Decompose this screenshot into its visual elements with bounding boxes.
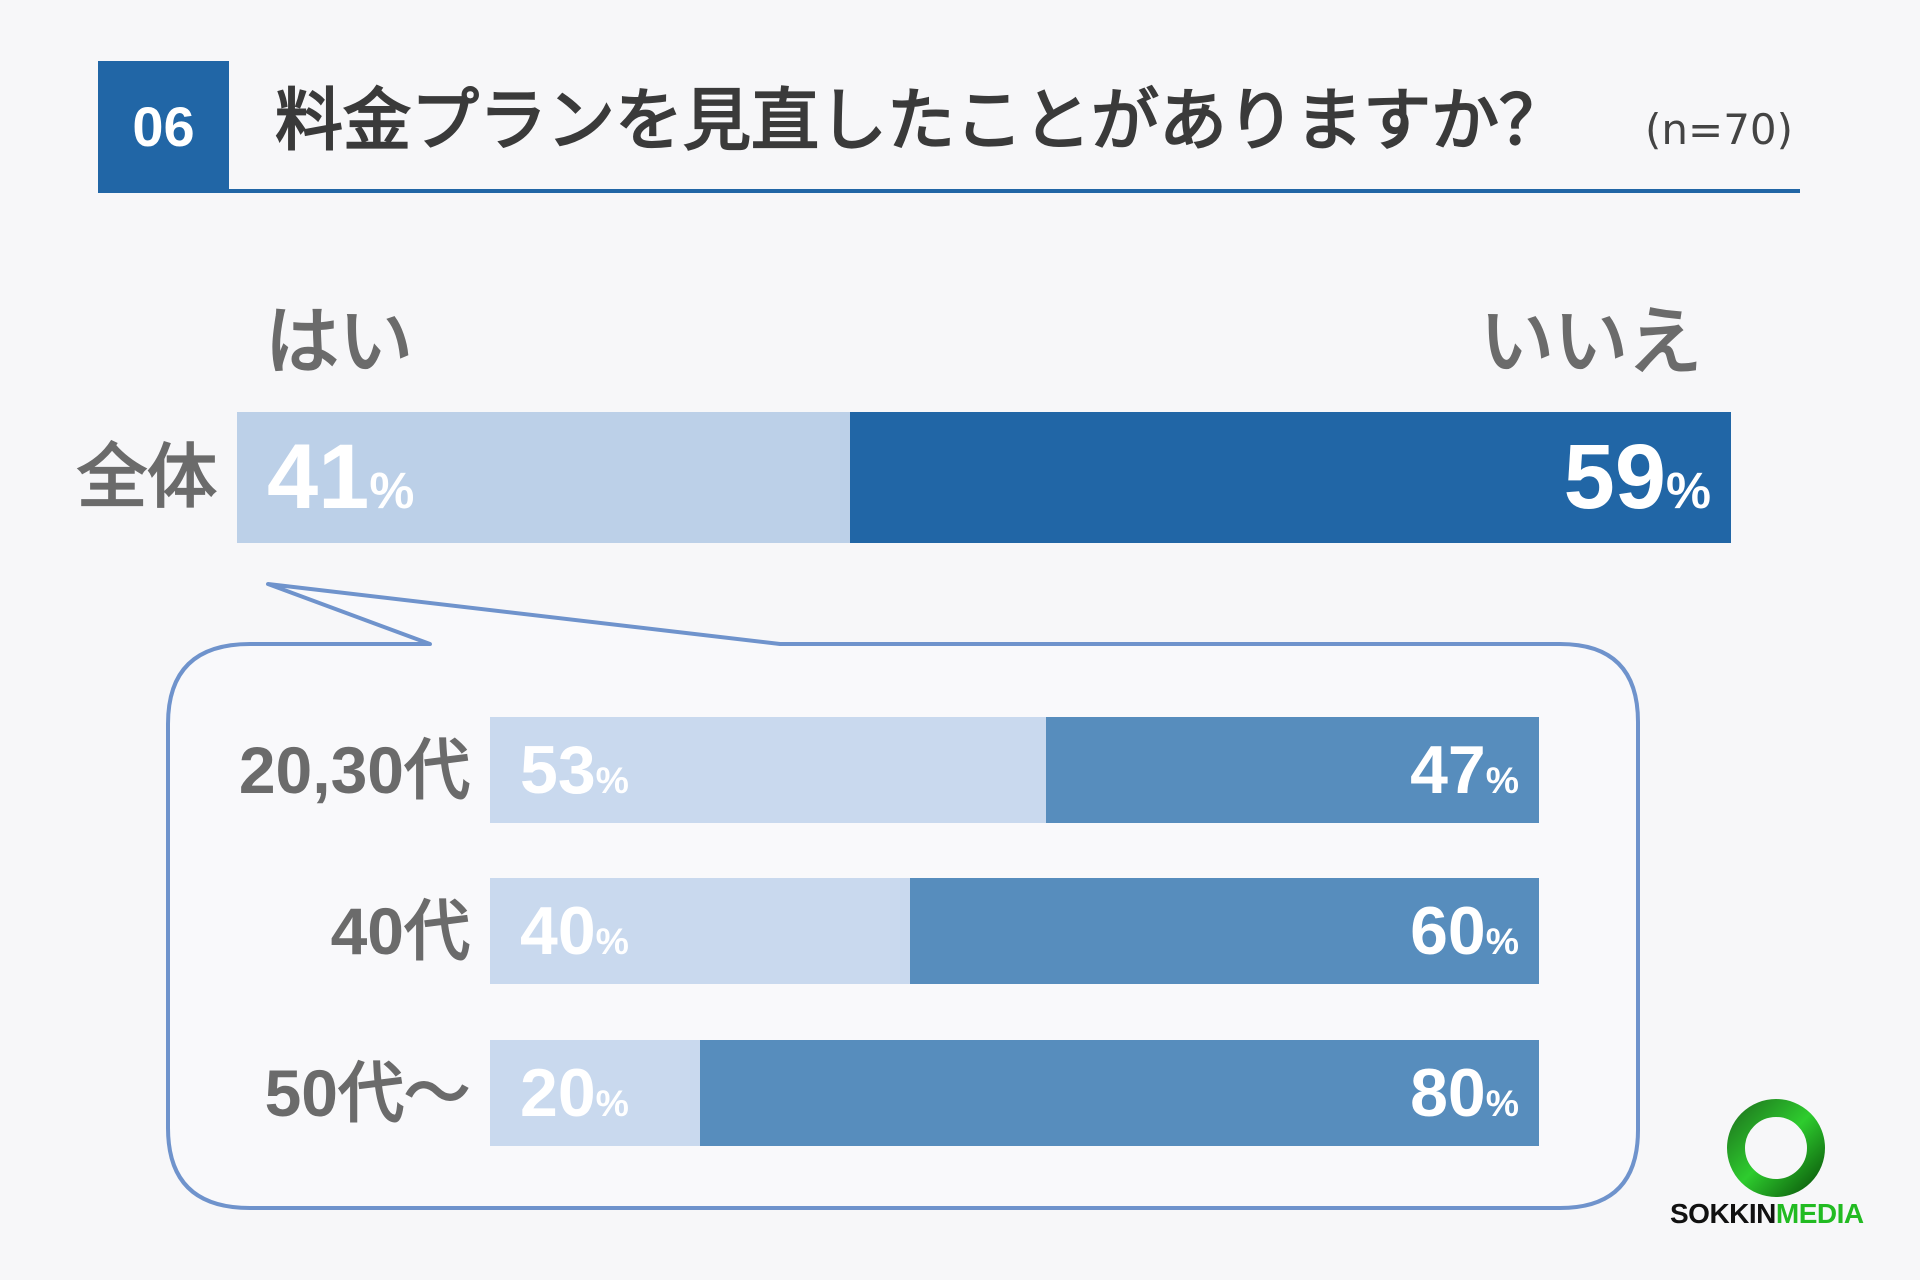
logo-text-secondary: MEDIA: [1775, 1198, 1864, 1229]
green-ring-icon: [1727, 1099, 1825, 1197]
logo-text-primary: SOKKIN: [1670, 1198, 1776, 1229]
bar-yes: [490, 1040, 700, 1146]
bar-yes: [490, 878, 910, 984]
value-label-no: 80%: [1410, 1055, 1519, 1131]
value-label-no: 47%: [1410, 732, 1519, 808]
value-label-no: 59%: [1563, 426, 1711, 528]
question-title: 料金プランを見直したことがありますか？: [275, 82, 1568, 161]
value-label-no: 60%: [1410, 893, 1519, 969]
bar-no: [909, 878, 1539, 984]
bar-yes: [237, 412, 850, 543]
question-number-badge: 06: [98, 61, 229, 192]
bar-no: [1045, 717, 1539, 823]
sample-size: (n=70): [1645, 105, 1794, 154]
category-label: 20,30代: [238, 733, 470, 807]
header-rule: [98, 189, 1800, 193]
legend-yes: はい: [265, 299, 413, 385]
value-label-yes: 41%: [267, 426, 415, 528]
category-label: 50代～: [264, 1056, 470, 1130]
bar-no: [849, 412, 1731, 543]
value-label-yes: 53%: [520, 732, 629, 808]
legend-no: いいえ: [1480, 299, 1702, 385]
bar-no: [699, 1040, 1539, 1146]
value-label-yes: 20%: [520, 1055, 629, 1131]
value-label-yes: 40%: [520, 893, 629, 969]
category-label: 全体: [77, 438, 217, 516]
bar-yes: [490, 717, 1046, 823]
category-label: 40代: [330, 894, 470, 968]
logo-wordmark: SOKKINMEDIA: [1670, 1198, 1864, 1230]
